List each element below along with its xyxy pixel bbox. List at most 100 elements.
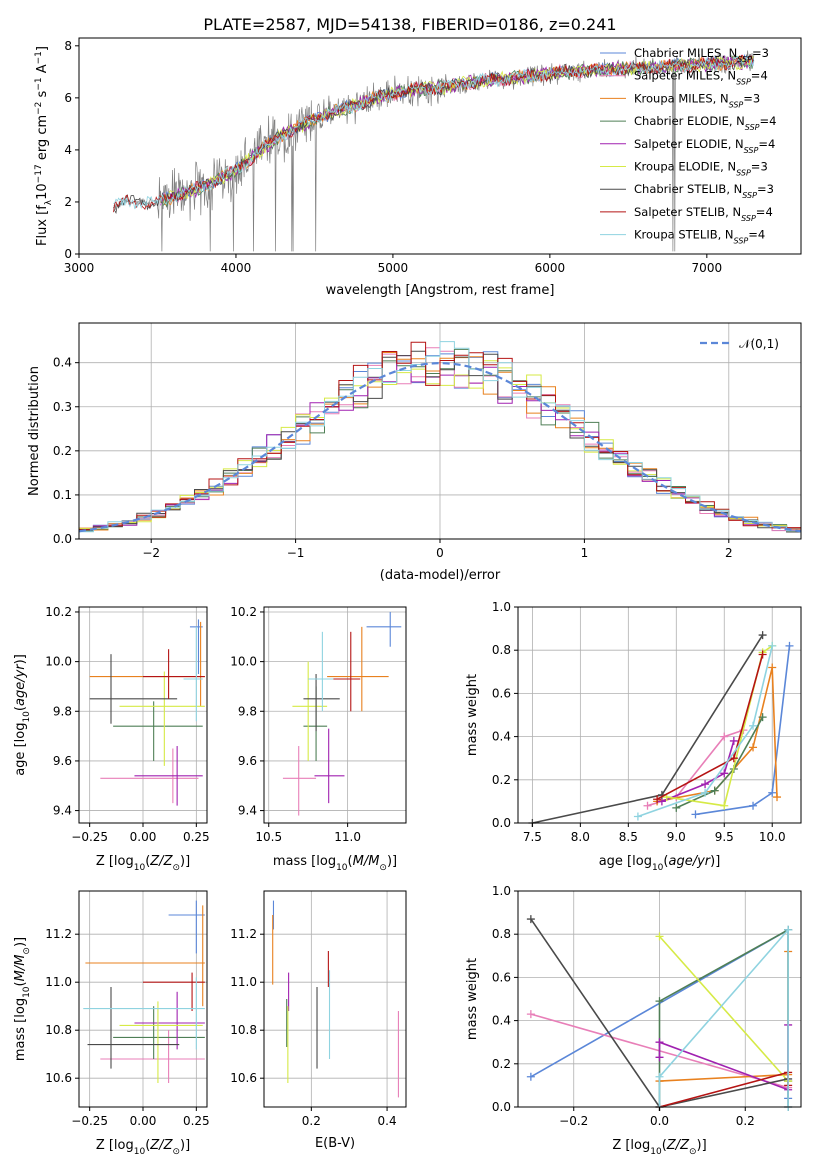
x-tick-label: 9.5 <box>715 830 734 844</box>
x-tick-label: −1 <box>287 546 305 560</box>
x-tick-label: 0.25 <box>183 1114 210 1128</box>
mass-weight-point <box>785 641 794 650</box>
panel-spectrum: 3000 4000 5000 6000 7000 0 2 4 6 8 wavelength [Ang… <box>34 37 802 298</box>
mass-weight-line <box>675 716 764 809</box>
legend-entry: 𝒩(0,1) <box>739 337 779 351</box>
mass-weight-point <box>655 932 664 941</box>
x-tick-label: 7.5 <box>523 830 542 844</box>
x-tick-label: 8.5 <box>619 830 638 844</box>
y-tick-label: 11.2 <box>45 927 72 941</box>
x-axis-label: Z [log10(Z/Z⊙)] <box>96 1138 190 1157</box>
y-tick-label: 6 <box>64 91 72 105</box>
y-tick-label: 0.3 <box>53 400 72 414</box>
x-tick-label: −0.25 <box>71 830 108 844</box>
axes-frame <box>78 37 802 255</box>
legend-entry: Salpeter MILES, NSSP=4 <box>634 69 768 87</box>
mass-weight-point <box>768 788 777 797</box>
axes-frame <box>263 606 407 824</box>
y-tick-label: 10.0 <box>230 655 257 669</box>
x-axis-label: wavelength [Angstrom, rest frame] <box>326 283 555 298</box>
x-tick-label: 2 <box>725 546 733 560</box>
mass-weight-point <box>672 803 681 812</box>
mass-weight-point <box>655 997 664 1006</box>
x-tick-label: −0.2 <box>559 1114 588 1128</box>
mass-weight-point <box>633 812 642 821</box>
x-tick-label: 0 <box>436 546 444 560</box>
mass-weight-line <box>658 927 789 1107</box>
x-tick-label: 5000 <box>378 261 409 275</box>
mass-weight-point <box>720 801 729 810</box>
x-tick-label: 1 <box>581 546 589 560</box>
x-tick-label: 4000 <box>221 261 252 275</box>
mass-weight-line <box>666 645 773 807</box>
panel-residuals: −2 −1 0 1 2 0.0 0.1 0.2 0.3 0.4 (data-model)/error… <box>27 322 802 583</box>
mass-weight-point <box>655 1053 664 1062</box>
y-tick-label: 0.6 <box>492 970 511 984</box>
y-tick-label: 9.4 <box>238 804 257 818</box>
x-tick-label: 0.2 <box>302 1114 321 1128</box>
legend-entry: Chabrier MILES, NSSP=3 <box>634 46 769 64</box>
panel-mass-vs-Z: −0.25 0.00 0.25 10.6 10.8 11.0 11.2 Z [log10(Z/… <box>13 890 210 1157</box>
mass-weight-line <box>658 935 789 1082</box>
y-tick-label: 10.8 <box>230 1023 257 1037</box>
mass-weight-point <box>643 801 652 810</box>
legend-entry: Chabrier STELIB, NSSP=3 <box>634 182 774 200</box>
mass-weight-point <box>758 713 767 722</box>
legend-entry: Kroupa MILES, NSSP=3 <box>634 91 760 109</box>
x-axis-label: (data-model)/error <box>380 568 501 583</box>
y-tick-label: 9.6 <box>53 754 72 768</box>
legend: Chabrier MILES, NSSP=3 Salpeter MILES, NS… <box>600 46 776 245</box>
mass-weight-line <box>659 951 789 1082</box>
mass-weight-point <box>526 1072 535 1081</box>
mass-weight-point <box>691 810 700 819</box>
mass-weight-point <box>758 631 767 640</box>
y-tick-label: 1.0 <box>492 600 511 614</box>
y-axis-label: Normed distribution <box>27 366 42 496</box>
mass-weight-point <box>653 795 662 804</box>
y-tick-label: 0.2 <box>492 1057 511 1071</box>
y-tick-label: 0.1 <box>53 488 72 502</box>
y-axis-label: mass weight <box>465 958 480 1040</box>
legend-entry: Kroupa STELIB, NSSP=4 <box>634 228 765 246</box>
x-tick-label: 0.25 <box>183 830 210 844</box>
mass-weight-point <box>749 743 758 752</box>
y-tick-label: 0.4 <box>492 1014 511 1028</box>
x-tick-label: 7000 <box>692 261 723 275</box>
figure-title: PLATE=2587, MJD=54138, FIBERID=0186, z=0… <box>203 15 616 34</box>
x-tick-label: 0.00 <box>130 830 157 844</box>
axes-frame <box>263 890 407 1108</box>
mass-weight-point <box>526 915 535 924</box>
y-tick-label: 9.8 <box>53 704 72 718</box>
panel-weight-vs-age: 7.5 8.0 8.5 9.0 9.5 10.0 0.0 0.2 0.4 0.6 0.8 1.0 age… <box>465 600 802 873</box>
panel-weight-vs-Z: −0.2 0.0 0.2 0.0 0.2 0.4 0.6 0.8 1.0 Z [log10(Z/Z… <box>465 884 802 1157</box>
x-tick-label: −0.25 <box>71 1114 108 1128</box>
x-axis-label: age [log10(age/yr)] <box>599 854 721 873</box>
y-tick-label: 10.6 <box>45 1071 72 1085</box>
mass-weight-point <box>720 732 729 741</box>
x-axis-label: Z [log10(Z/Z⊙)] <box>612 1138 706 1157</box>
mass-weight-point <box>749 801 758 810</box>
x-tick-label: 8.0 <box>571 830 590 844</box>
y-tick-label: 0.8 <box>492 927 511 941</box>
y-tick-label: 10.6 <box>230 1071 257 1085</box>
mass-weight-point <box>701 788 710 797</box>
x-tick-label: 11.0 <box>334 830 361 844</box>
mass-weight-point <box>784 925 793 934</box>
y-tick-label: 9.8 <box>238 704 257 718</box>
y-tick-label: 8 <box>64 39 72 53</box>
mass-weight-point <box>720 769 729 778</box>
x-axis-label: mass [log10(M/M⊙)] <box>273 854 397 873</box>
legend-entry: Chabrier ELODIE, NSSP=4 <box>634 114 776 132</box>
mass-weight-point <box>773 793 782 802</box>
y-tick-label: 10.2 <box>45 605 72 619</box>
y-tick-label: 11.0 <box>230 975 257 989</box>
mass-weight-point <box>710 786 719 795</box>
y-tick-label: 0.2 <box>53 444 72 458</box>
legend-entry: Salpeter ELODIE, NSSP=4 <box>634 137 775 155</box>
y-tick-label: 10.8 <box>45 1023 72 1037</box>
normal-distribution-curve <box>78 361 802 533</box>
y-tick-label: 0.4 <box>53 356 72 370</box>
y-axis-label: mass [log10(M/M⊙)] <box>13 937 32 1061</box>
y-axis-label: Flux [fλ10−17 erg cm−2 s−1 A−1] <box>34 46 54 246</box>
